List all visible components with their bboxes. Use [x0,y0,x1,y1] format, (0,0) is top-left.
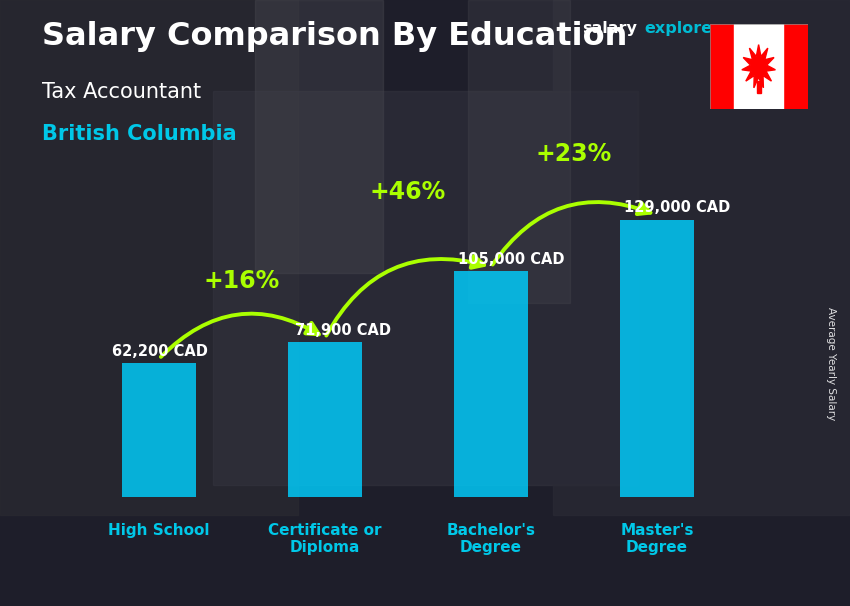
FancyArrowPatch shape [326,256,484,336]
Text: British Columbia: British Columbia [42,124,237,144]
Text: Bachelor's
Degree: Bachelor's Degree [446,523,536,555]
Bar [783,24,808,109]
Text: Tax Accountant: Tax Accountant [42,82,201,102]
Text: salary: salary [582,21,638,36]
Bar [287,342,362,497]
Bar [0,0,298,515]
Bar [454,271,529,497]
Polygon shape [742,45,775,88]
Text: 105,000 CAD: 105,000 CAD [458,252,564,267]
Text: .com: .com [719,21,762,36]
FancyArrowPatch shape [493,202,650,265]
Text: +16%: +16% [204,269,280,293]
Text: Certificate or
Diploma: Certificate or Diploma [269,523,382,555]
Bar [122,363,196,497]
Text: Average Yearly Salary: Average Yearly Salary [826,307,836,420]
Bar [620,219,694,497]
Bar [756,81,761,93]
Bar [468,0,570,303]
Bar [710,24,734,109]
Text: 71,900 CAD: 71,900 CAD [295,323,391,338]
Bar [255,0,382,273]
Text: explorer: explorer [644,21,721,36]
Text: Salary Comparison By Education: Salary Comparison By Education [42,21,628,52]
Bar [734,24,783,109]
Text: 62,200 CAD: 62,200 CAD [112,344,208,359]
Text: 129,000 CAD: 129,000 CAD [624,200,730,215]
Text: High School: High School [108,523,210,538]
FancyArrowPatch shape [161,314,319,357]
Text: +46%: +46% [370,181,446,204]
Text: Master's
Degree: Master's Degree [620,523,694,555]
Bar [552,0,850,515]
Text: +23%: +23% [536,142,612,166]
Bar [212,91,638,485]
